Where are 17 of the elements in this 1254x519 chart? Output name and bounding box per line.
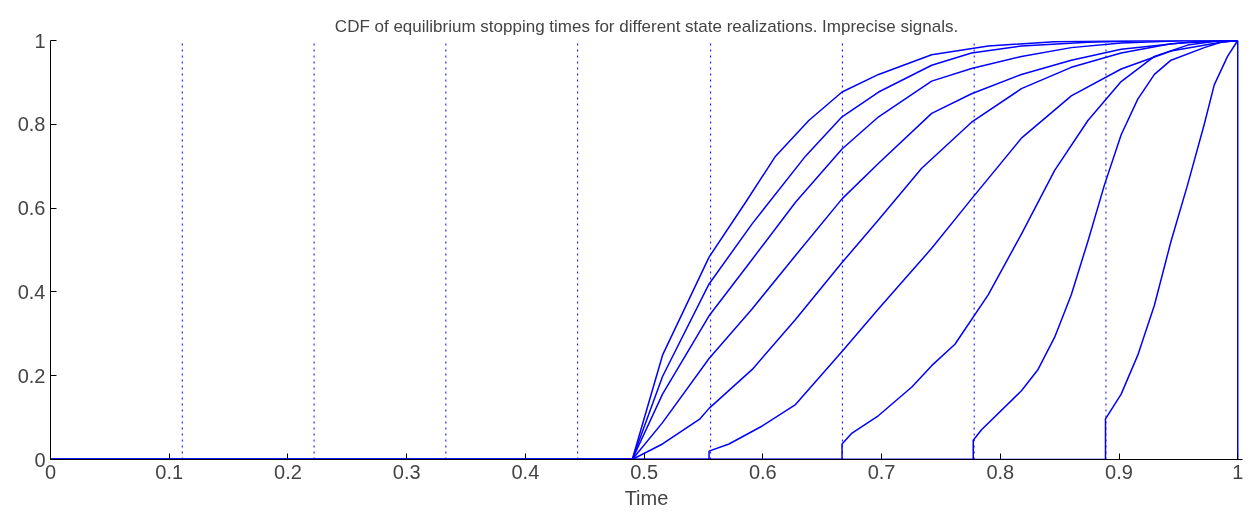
x-tick-label: 0.6 [748, 460, 777, 483]
x-axis-title: Time [624, 486, 669, 509]
x-tick-label: 0.8 [986, 460, 1015, 483]
chart-title: CDF of equilibrium stopping times for different state realizations. Imprecise signals. [334, 16, 959, 36]
y-tick-label: 0.4 [17, 280, 46, 303]
x-tick-label: 0.1 [155, 460, 184, 483]
y-tick-label: 0.6 [17, 197, 46, 220]
y-tick-label: 1 [34, 29, 46, 52]
x-tick-label: 0.3 [392, 460, 421, 483]
x-tick-label: 0.4 [511, 460, 540, 483]
y-tick-label: 0.8 [17, 113, 46, 136]
y-tick-label: 0.2 [17, 364, 46, 387]
x-tick-label: 0.5 [630, 460, 659, 483]
x-tick-label: 0.2 [274, 460, 302, 483]
x-tick-label: 0.7 [867, 460, 896, 483]
x-tick-label: 1 [1232, 460, 1244, 483]
x-tick-label: 0.9 [1105, 460, 1133, 483]
